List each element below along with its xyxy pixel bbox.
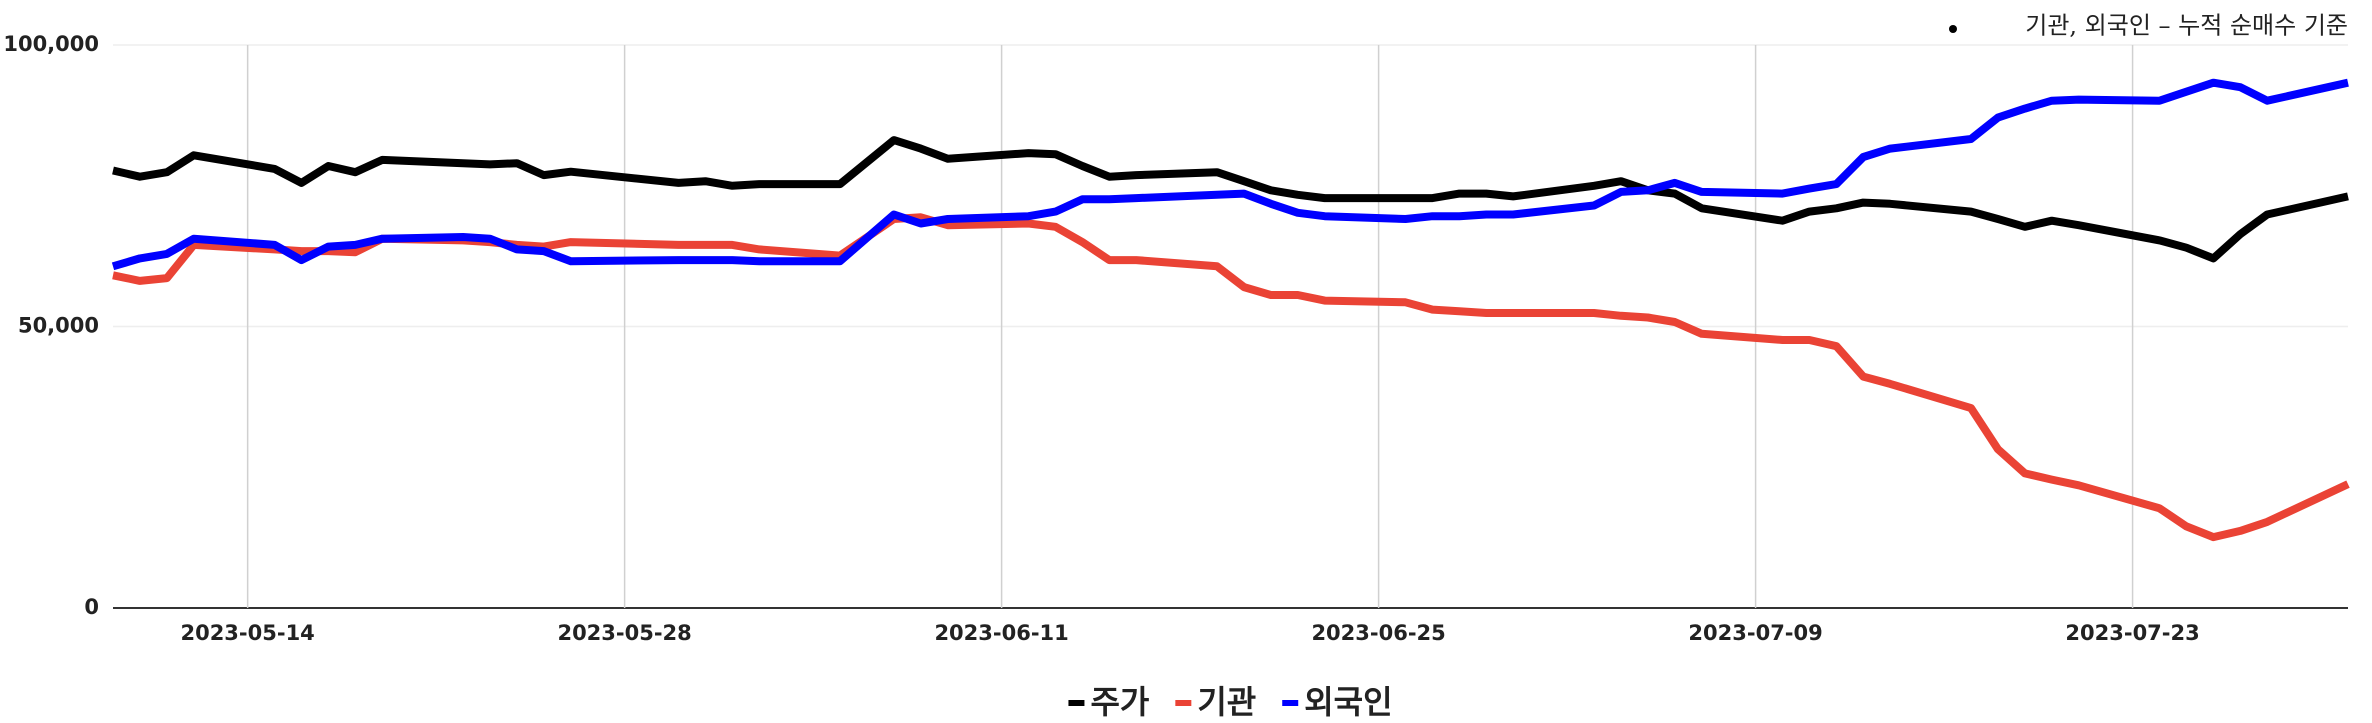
x-tick-label: 2023-07-09 — [1688, 621, 1822, 645]
x-tick-label: 2023-06-11 — [934, 621, 1068, 645]
y-tick-label: 50,000 — [18, 314, 99, 338]
y-tick-label: 100,000 — [3, 32, 99, 56]
legend-label: 외국인 — [1304, 683, 1392, 721]
legend-label: 주가 — [1090, 683, 1149, 721]
series-line — [111, 78, 2349, 271]
y-tick-label: 0 — [84, 595, 99, 619]
legend-swatch — [1282, 700, 1299, 706]
legend-label: 기관 — [1197, 683, 1256, 721]
legend-swatch — [1175, 700, 1192, 706]
annotation: 기관, 외국인 – 누적 순매수 기준 — [2025, 12, 2348, 40]
series-line — [112, 213, 2350, 542]
legend: 주가 기관 외국인 — [1068, 683, 1393, 721]
x-tick-label: 2023-06-25 — [1311, 621, 1445, 645]
x-tick-label: 2023-05-28 — [557, 621, 691, 645]
x-tick-label: 2023-07-23 — [2065, 621, 2199, 645]
series-line — [112, 136, 2349, 263]
x-tick-label: 2023-05-14 — [180, 621, 314, 645]
legend-swatch — [1068, 700, 1085, 706]
annotation-bullet — [1949, 25, 1957, 33]
